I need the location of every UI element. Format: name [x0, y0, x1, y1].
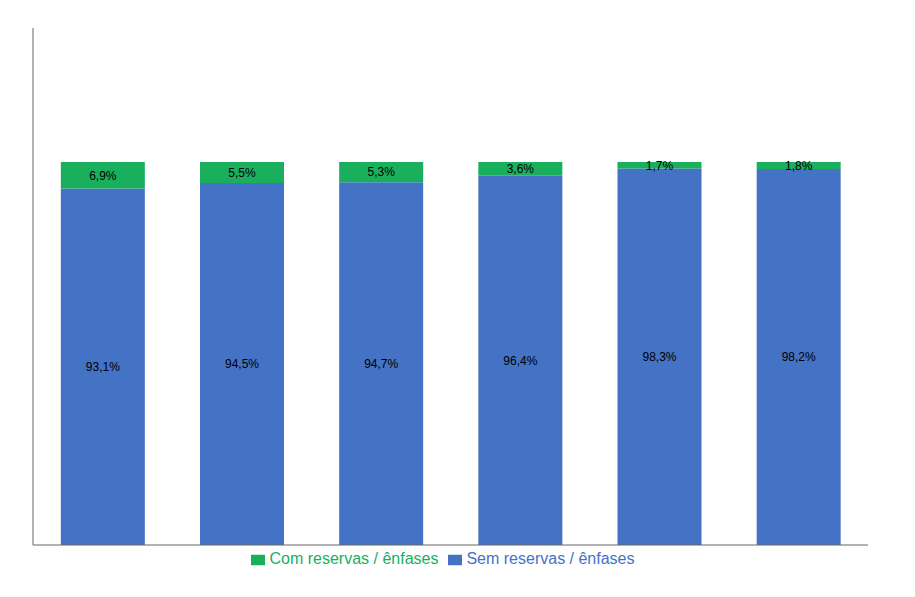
svg-text:93,1%: 93,1%	[86, 360, 120, 374]
html-text:Sem reservas / ênfases: Sem reservas / ênfases	[466, 550, 635, 567]
svg-text:5,3%: 5,3%	[367, 165, 395, 179]
svg-text:94,5%: 94,5%	[225, 357, 259, 371]
svg-text:1,7%: 1,7%	[646, 159, 674, 173]
svg-text:3,6%: 3,6%	[507, 162, 535, 176]
svg-text:5,5%: 5,5%	[228, 166, 256, 180]
svg-text:6,9%: 6,9%	[89, 169, 117, 183]
svg-text:1,8%: 1,8%	[785, 159, 813, 173]
svg-text:94,7%: 94,7%	[364, 357, 398, 371]
svg-text:98,2%: 98,2%	[782, 350, 816, 364]
svg-text:98,3%: 98,3%	[642, 350, 676, 364]
html-text:Com reservas / ênfases: Com reservas / ênfases	[269, 550, 439, 567]
svg-text:96,4%: 96,4%	[503, 354, 537, 368]
